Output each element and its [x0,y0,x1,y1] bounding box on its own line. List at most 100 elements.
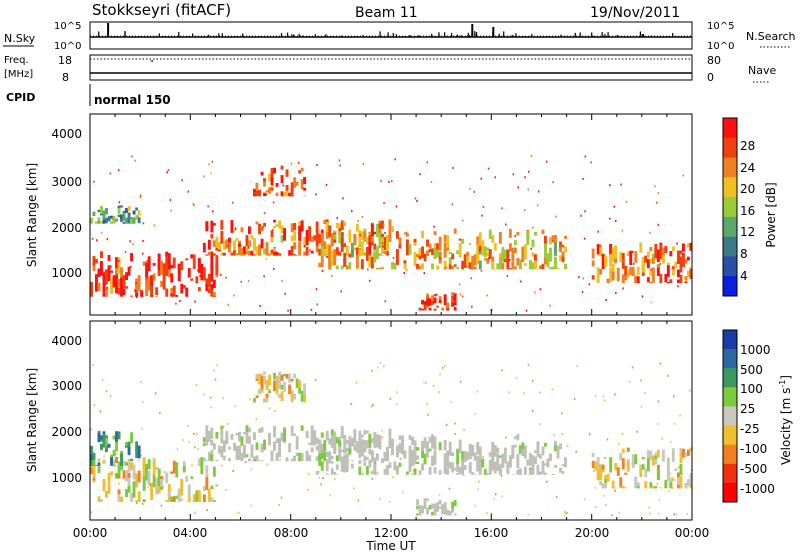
noise-cell [135,282,137,284]
scatter-cell [150,275,153,285]
noise-cell [620,486,622,488]
scatter-cell [431,434,434,448]
noise-cell [307,489,309,491]
scatter-cell [454,307,457,311]
scatter-cell [562,257,565,262]
scatter-cell [353,248,356,251]
station-title: Stokkseyri (fitACF) [92,1,231,19]
scatter-cell [336,464,339,469]
scatter-cell [210,221,213,233]
noise-cell [555,216,557,218]
noise-cell [603,495,605,497]
scatter-cell [256,246,259,255]
scatter-cell [471,256,474,269]
scatter-cell [373,464,376,474]
scatter-cell [170,471,173,474]
scatter-cell [607,279,610,283]
noise-cell [584,498,586,500]
noise-cell [367,269,369,271]
noise-cell [567,445,569,447]
scatter-cell [348,230,351,243]
noise-cell [622,259,624,261]
scatter-cell [198,490,201,502]
noise-cell [221,447,223,449]
colorbar-swatch [723,217,737,237]
scatter-cell [120,219,123,222]
scatter-cell [564,460,567,462]
scatter-cell [481,459,484,467]
scatter-cell [371,242,374,246]
noise-cell [316,164,318,166]
noise-cell [142,503,144,505]
scatter-cell [454,302,457,306]
noise-cell [274,410,276,412]
noise-cell [382,436,384,438]
noise-cell [687,513,689,515]
scatter-cell [323,220,326,224]
scatter-cell [223,241,226,250]
colorbar-swatch [723,349,737,369]
scatter-cell [542,461,545,469]
scatter-cell [672,448,675,462]
noise-cell [342,197,344,199]
noise-cell [633,263,635,265]
scatter-cell [293,242,296,249]
scatter-cell [208,431,211,442]
noise-cell [207,205,209,207]
scatter-cell [243,445,246,458]
noise-cell [142,428,144,430]
noise-cell [125,251,127,253]
noise-cell [626,201,628,203]
scatter-cell [685,484,688,488]
noise-cell [650,482,652,484]
scatter-cell [278,377,281,389]
scatter-cell [103,219,106,223]
noise-cell [353,488,355,490]
noise-cell [308,473,310,475]
colorbar-swatch [723,237,737,257]
scatter-cell [429,249,432,252]
noise-cell [269,407,271,409]
noise-cell [436,294,438,296]
scatter-cell [233,241,236,252]
scatter-cell [143,458,146,476]
scatter-cell [439,470,442,475]
noise-cell [143,222,145,224]
noise-cell [499,258,501,260]
noise-cell [163,486,165,488]
noise-cell [649,232,651,234]
colorbar-swatch [723,368,737,388]
scatter-cell [281,166,284,170]
scatter-cell [135,208,138,211]
noise-cell [264,212,266,214]
scatter-cell [489,460,492,472]
time-axis-label: Time UT [365,539,416,553]
scatter-cell [248,427,251,432]
noise-cell [170,210,172,212]
scatter-cell [667,282,670,283]
scatter-cell [281,385,284,390]
scatter-cell [642,457,645,459]
scatter-cell [637,482,640,486]
scatter-cell [198,459,201,466]
scatter-cell [135,441,138,451]
scatter-cell [476,253,479,264]
scatter-cell [424,305,427,311]
scatter-cell [376,268,379,269]
noise-cell [481,215,483,217]
noise-cell [189,441,191,443]
noise-cell [175,303,177,305]
scatter-cell [281,227,284,234]
scatter-cell [504,448,507,464]
scatter-cell [532,252,535,257]
noise-cell [424,272,426,274]
scatter-cell [444,440,447,450]
scatter-cell [213,296,216,297]
noise-cell [629,381,631,383]
scatter-cell [654,486,657,488]
noise-cell [91,429,93,431]
noise-cell [605,504,607,506]
scatter-cell [381,459,384,463]
noise-cell [194,301,196,303]
